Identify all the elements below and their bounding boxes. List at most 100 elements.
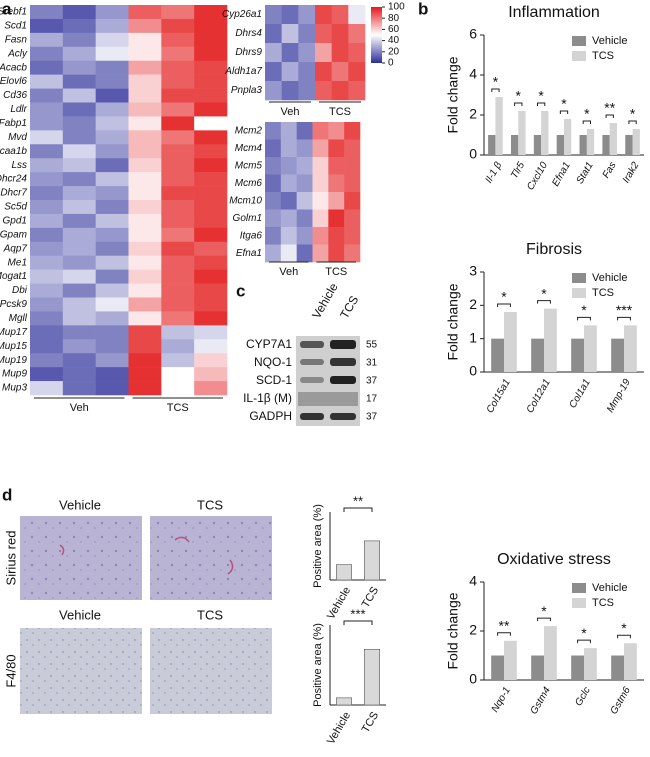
x-tick-label: Col15a1 [485,377,513,415]
x-tick-label: Col12a1 [525,377,553,415]
row-label: Sirius red [3,531,18,586]
heatmap-cell [95,367,129,382]
heatmap-cell [128,227,162,243]
heatmap-cell [30,5,64,20]
heatmap-cell [62,18,96,34]
heatmap-cell [194,325,228,340]
bar [584,648,597,680]
significance-bracket [577,316,591,321]
heatmap-cell [62,130,96,145]
bar [624,643,637,680]
heatmap-cell [62,367,96,382]
heatmap-cell [95,353,129,368]
row-label: Srebf1 [0,7,27,18]
row-label: Pcsk9 [0,299,27,310]
heatmap-cell [194,116,228,131]
band [300,359,324,365]
heatmap-cell [95,213,129,229]
bar [611,655,624,680]
panel-label: c [236,281,245,300]
x-tick-label: Gclc [573,685,593,708]
significance-bracket [617,316,631,321]
heatmap-cell [281,62,299,82]
band [330,376,356,384]
heatmap-cell [161,74,195,89]
heatmap-cell [298,24,316,44]
heatmap-cell [344,157,361,175]
heatmap-cell [95,102,129,117]
heatmap-cell [312,157,329,175]
legend-label: Vehicle [592,35,627,47]
heatmap-cell [328,227,345,245]
x-tick-label: Col1a1 [568,377,593,410]
heatmap-cell [194,32,228,48]
x-tick-label: Stat1 [575,160,596,186]
heatmap-cell [161,213,195,229]
x-tick-label: Vehicle [325,585,353,622]
heatmap-cell [95,158,129,173]
lane-label: Vehicle [309,280,341,321]
colorbar-label: 100 [388,2,405,13]
significance-label: * [516,88,522,104]
group-label: TCS [329,106,351,118]
panel-label: a [2,0,12,18]
y-tick-label: 3 [469,263,477,279]
heatmap-cell [128,213,162,229]
heatmap-cell [62,353,96,368]
heatmap-cell [62,381,96,396]
band [298,392,358,406]
bar [579,135,587,155]
legend-swatch [572,583,586,593]
heatmap-cell [95,186,129,201]
heatmap-cell [128,74,162,89]
heatmap-cell [344,244,361,263]
significance-label: * [541,603,547,619]
heatmap-cell [128,88,162,103]
heatmap-cell [312,227,329,245]
significance-bracket [343,620,373,625]
heatmap-cell [296,227,313,245]
row-label: Ldlr [10,104,27,115]
significance-bracket [537,300,551,304]
heatmap-cell [315,24,332,44]
significance-bracket [491,88,500,92]
y-tick-label: 6 [469,26,477,42]
y-axis-label: Positive area (%) [312,504,324,588]
heatmap-cell [194,269,228,284]
heatmap-cell [161,88,195,103]
heatmap-cell [194,74,228,89]
heatmap-cell [298,5,316,25]
row-label: Cyp26a1 [222,9,262,20]
bar [632,129,640,155]
heatmap-cell [161,158,195,173]
heatmap-cell [128,172,162,187]
heatmap-cell [161,241,195,257]
heatmap-cell [161,32,195,48]
bar [518,111,526,155]
bar [602,135,610,155]
heatmap-cell [161,18,195,34]
chart-title: Oxidative stress [497,551,611,568]
heatmap-cell [30,186,64,201]
bar [510,135,519,155]
y-axis-label: Fold change [445,283,461,360]
heatmap-cell [265,62,282,82]
heatmap-cell [265,192,282,210]
heatmap-cell [296,157,313,175]
bar [611,338,624,372]
row-label: Fasn [5,34,28,45]
heatmap-cell [95,241,129,257]
row-label: Dhcr24 [0,174,27,185]
group-label: Veh [70,402,89,414]
bar [488,135,496,155]
significance-label: * [541,285,547,301]
row-label: Mup19 [0,355,27,366]
significance-bracket [605,114,614,118]
heatmap-cell [194,297,228,312]
significance-bracket [582,120,592,124]
heatmap-cell [128,102,162,117]
row-label: Gpd1 [3,216,27,227]
significance-label: *** [350,606,365,621]
heatmap-cell [265,43,282,63]
heatmap-cell [128,311,162,326]
